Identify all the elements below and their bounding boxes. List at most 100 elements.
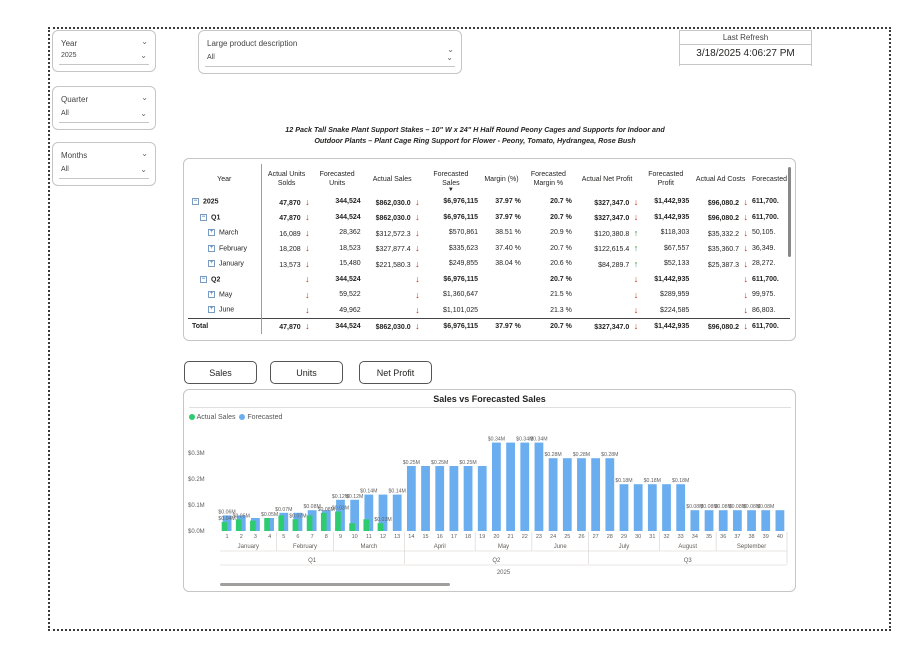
arrow-down-icon: ↓: [412, 258, 420, 269]
forecast-bar: [421, 466, 430, 531]
year-dropdown[interactable]: 2025 ⌄: [59, 51, 149, 65]
header-forecasted-units[interactable]: Forecasted Units: [319, 171, 355, 187]
row-label: + January: [188, 256, 262, 272]
chevron-down-icon[interactable]: ⌄: [140, 165, 147, 174]
cell-forecasted-margin: 20.7 %: [523, 194, 574, 210]
header-forecasted-ad-costs[interactable]: Forecasted: [752, 175, 788, 183]
months-slicer[interactable]: Months ⌄ All ⌄: [52, 142, 156, 186]
x-tick-label: 33: [678, 534, 684, 540]
cell-forecasted-margin: 20.7 %: [523, 241, 574, 257]
chart-horizontal-scrollbar[interactable]: [220, 583, 450, 586]
month-label: February: [293, 544, 317, 550]
forecast-bar: [577, 458, 586, 531]
sales-button[interactable]: Sales: [184, 361, 257, 384]
expand-icon[interactable]: +: [208, 260, 215, 268]
x-tick-label: 20: [493, 534, 499, 540]
data-label: $0.34M: [488, 437, 505, 443]
collapse-icon[interactable]: −: [192, 198, 199, 206]
forecast-bar: [619, 484, 629, 531]
cell-actual-units: ↓: [261, 287, 312, 303]
last-refresh-value-box: [679, 44, 812, 65]
forecast-bar: [364, 494, 374, 531]
cell-margin: 37.97 %: [480, 210, 523, 226]
forecast-bar: [761, 510, 771, 531]
cell-value: $289,959: [660, 291, 690, 299]
product-slicer[interactable]: Large product description All ⌄ ⌄: [198, 30, 462, 74]
quarter-dropdown[interactable]: All ⌄: [59, 109, 149, 123]
header-actual-ad-costs[interactable]: Actual Ad Costs: [695, 175, 746, 183]
expand-icon[interactable]: +: [208, 291, 215, 299]
chevron-down-icon[interactable]: ⌄: [141, 37, 148, 46]
actual-bar: [250, 520, 256, 531]
matrix-row[interactable]: + March 16,089 ↓ 28,362 $312,572.3 ↓ $570,861…: [188, 225, 790, 241]
y-tick-label: $0.1M: [188, 503, 205, 509]
expand-icon[interactable]: +: [208, 229, 215, 237]
last-refresh-value: 3/18/2025 4:06:27 PM: [696, 48, 795, 59]
cell-margin: 37.97 %: [480, 194, 523, 210]
x-tick-label: 35: [706, 534, 712, 540]
x-tick-label: 1: [226, 534, 229, 540]
cell-value: 47,870: [279, 215, 301, 223]
quarter-slicer[interactable]: Quarter ⌄ All ⌄: [52, 86, 156, 130]
header-actual-units[interactable]: Actual Units Solds: [267, 171, 306, 187]
forecast-bar: [449, 466, 459, 531]
chart-title-divider: [189, 407, 791, 408]
chevron-down-icon[interactable]: ⌄: [140, 51, 147, 60]
matrix-row[interactable]: − Q1 47,870 ↓ 344,524 $862,030.0 ↓ $6,976,115…: [188, 209, 790, 226]
header-actual-sales[interactable]: Actual Sales: [372, 175, 412, 183]
header-year[interactable]: Year: [188, 164, 262, 194]
net-profit-button[interactable]: Net Profit: [359, 361, 432, 384]
data-label: $0.05M: [233, 513, 250, 519]
x-tick-label: 24: [550, 534, 556, 540]
x-tick-label: 8: [325, 534, 328, 540]
arrow-down-icon: ↓: [415, 274, 420, 285]
months-selected-value: All: [61, 166, 69, 173]
sort-descending-icon: ▼: [447, 187, 454, 193]
collapse-icon[interactable]: −: [200, 213, 207, 221]
cell-value: 49,962: [339, 306, 361, 314]
matrix-row[interactable]: + May ↓ 59,522 ↓ $1,360,647 21.5 % ↓ $289,959…: [188, 287, 790, 303]
chevron-down-icon[interactable]: ⌄: [141, 93, 148, 102]
matrix-row[interactable]: −2025 47,870 ↓ 344,524 $862,030.0 ↓ $6,976,1…: [188, 194, 790, 210]
data-label: $0.07M: [275, 507, 292, 513]
units-button[interactable]: Units: [270, 361, 343, 384]
total-row[interactable]: Total 47,870 ↓ 344,524 $862,030.0 ↓ $6,976,1…: [188, 317, 790, 334]
header-margin[interactable]: Margin (%): [484, 175, 519, 183]
product-dropdown[interactable]: All ⌄: [205, 53, 455, 67]
matrix-row[interactable]: + February 18,208 ↓ 18,523 $327,877.4 ↓ $335,…: [188, 240, 790, 257]
sales-vs-forecast-chart[interactable]: Sales vs Forecasted Sales Actual Sales F…: [183, 389, 796, 592]
expand-icon[interactable]: +: [208, 306, 215, 314]
cell-forecasted-ad-costs: 86,803.: [750, 303, 790, 319]
arrow-down-icon: ↓: [740, 258, 748, 269]
collapse-icon[interactable]: −: [200, 275, 207, 283]
chevron-down-icon[interactable]: ⌄: [446, 53, 453, 62]
matrix-vertical-scrollbar[interactable]: [788, 167, 791, 257]
cell-value: $312,572.3: [375, 230, 411, 238]
chevron-down-icon[interactable]: ⌄: [140, 109, 147, 118]
cell-forecasted-margin: 20.7 %: [523, 272, 574, 288]
x-tick-label: 28: [607, 534, 613, 540]
matrix-visual[interactable]: Year Actual Units Solds Forecasted Units…: [183, 158, 796, 341]
matrix-row[interactable]: − Q2 ↓ 344,524 ↓ $6,976,115 20.7 % ↓ $1,442,9…: [188, 271, 790, 288]
header-forecasted-margin[interactable]: Forecasted Margin %: [530, 171, 566, 187]
cell-forecasted-profit: $1,442,935: [640, 210, 691, 226]
header-forecasted-sales[interactable]: Forecasted Sales ▼: [422, 164, 480, 194]
data-label: $0.07M: [289, 513, 306, 519]
year-slicer[interactable]: Year ⌄ 2025 ⌄: [52, 30, 156, 72]
months-dropdown[interactable]: All ⌄: [59, 165, 149, 179]
chevron-down-icon[interactable]: ⌄: [141, 149, 148, 158]
data-label: $0.08M: [318, 507, 335, 513]
arrow-down-icon: ↓: [633, 289, 639, 300]
expand-icon[interactable]: +: [208, 244, 215, 252]
cell-forecasted-ad-costs: 50,105.: [750, 225, 790, 241]
matrix-row[interactable]: + January 13,573 ↓ 15,480 $221,580.3 ↓ $249,8…: [188, 256, 790, 272]
data-label: $0.28M: [573, 452, 590, 458]
header-forecasted-profit[interactable]: Forecasted Profit: [648, 171, 684, 187]
cell-value: $862,030.0: [375, 215, 411, 223]
matrix-row[interactable]: + June ↓ 49,962 ↓ $1,101,025 21.3 % ↓ $224,58…: [188, 302, 790, 319]
header-actual-net-profit[interactable]: Actual Net Profit: [581, 175, 633, 183]
data-label: $0.12M: [332, 494, 349, 500]
cell-margin: [480, 287, 523, 303]
x-tick-label: 5: [282, 534, 285, 540]
chevron-down-icon[interactable]: ⌄: [447, 45, 454, 54]
